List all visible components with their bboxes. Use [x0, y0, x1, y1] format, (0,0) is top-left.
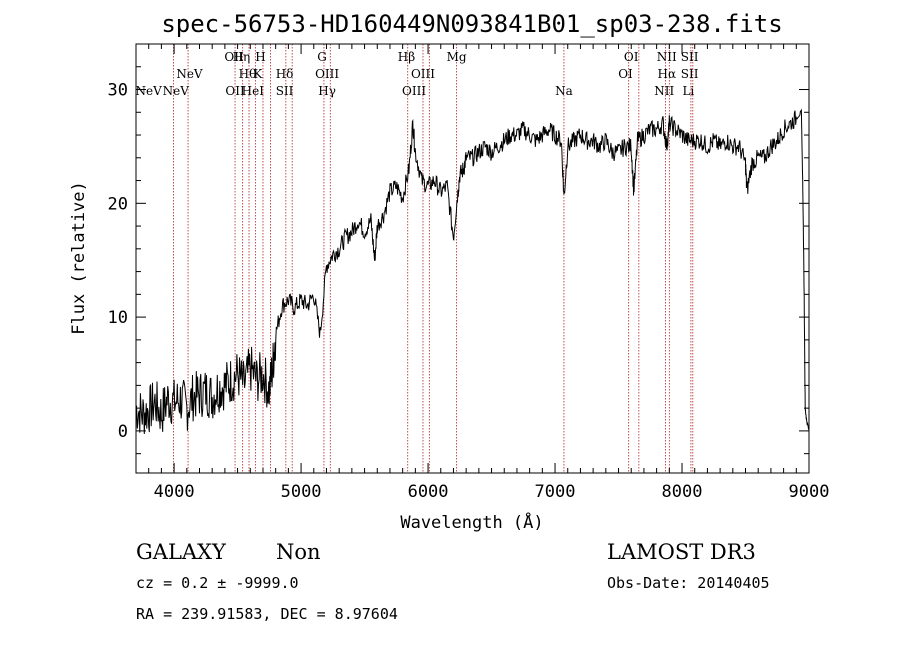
spectral-line-label: OI — [624, 50, 639, 64]
spectral-line-label: OII — [224, 50, 244, 64]
y-tick-label: 10 — [108, 308, 128, 328]
survey-name: LAMOST DR3 — [607, 540, 756, 564]
spectral-line-label: Hγ — [318, 84, 336, 98]
spectral-line-label: H — [255, 50, 265, 64]
y-axis-label: Flux (relative) — [69, 181, 89, 335]
redshift-text: cz = 0.2 ± -9999.0 — [136, 574, 299, 592]
spectral-line-label: G — [317, 50, 327, 64]
spectral-line-label: OII — [225, 84, 245, 98]
x-tick-label: 4000 — [154, 482, 195, 502]
spectrum-series-line — [135, 108, 810, 435]
obs-date: Obs-Date: 20140405 — [607, 574, 770, 592]
spectral-line-label: OIII — [402, 84, 426, 98]
x-tick-label: 8000 — [662, 482, 703, 502]
spectral-line-label: NeV — [176, 67, 203, 81]
object-class: GALAXY — [136, 540, 227, 564]
y-tick-label: 30 — [108, 81, 128, 101]
x-axis-ticks: 4000 5000 6000 7000 8000 9000 — [148, 44, 830, 502]
spectral-line-label: HeI — [242, 84, 265, 98]
plot-frame — [135, 43, 810, 474]
spectral-line-label: NeV — [163, 84, 190, 98]
spectral-line-label: Hα — [657, 67, 676, 81]
coordinates-text: RA = 239.91583, DEC = 8.97604 — [136, 605, 398, 623]
spectral-line-label: Li — [682, 84, 694, 98]
spectral-line-markers — [173, 44, 694, 473]
spectral-line-label: NII — [654, 84, 674, 98]
spectral-line-label: Hθ — [239, 67, 257, 81]
x-tick-label: 6000 — [408, 482, 449, 502]
spectral-line-label: Mg — [447, 50, 467, 64]
x-tick-label: 5000 — [281, 482, 322, 502]
x-axis-label: Wavelength (Å) — [400, 511, 543, 533]
spectral-line-label: NII — [657, 50, 677, 64]
chart-title: spec-56753-HD160449N093841B01_sp03-238.f… — [161, 10, 782, 38]
y-tick-label: 20 — [108, 194, 128, 214]
spectral-line-label: OI — [618, 67, 633, 81]
spectral-line-label: SII — [681, 50, 699, 64]
spectral-line-label: SII — [681, 67, 699, 81]
spectral-line-label: K — [253, 67, 263, 81]
x-tick-label: 7000 — [535, 482, 576, 502]
spectral-line-label: NeV — [136, 84, 163, 98]
spectral-line-label: Hη — [233, 50, 251, 64]
y-axis-ticks: 0 10 20 30 — [108, 43, 809, 455]
spectral-line-label: Hβ — [398, 50, 415, 64]
y-tick-label: 0 — [118, 422, 128, 442]
spectral-line-label: Hδ — [276, 67, 294, 81]
spectral-line-label: OIII — [411, 67, 435, 81]
spectral-line-label: SII — [276, 84, 294, 98]
spectral-line-label: Na — [555, 84, 573, 98]
spectral-line-label: OIII — [315, 67, 339, 81]
x-tick-label: 9000 — [789, 482, 830, 502]
object-subclass: Non — [276, 540, 321, 564]
